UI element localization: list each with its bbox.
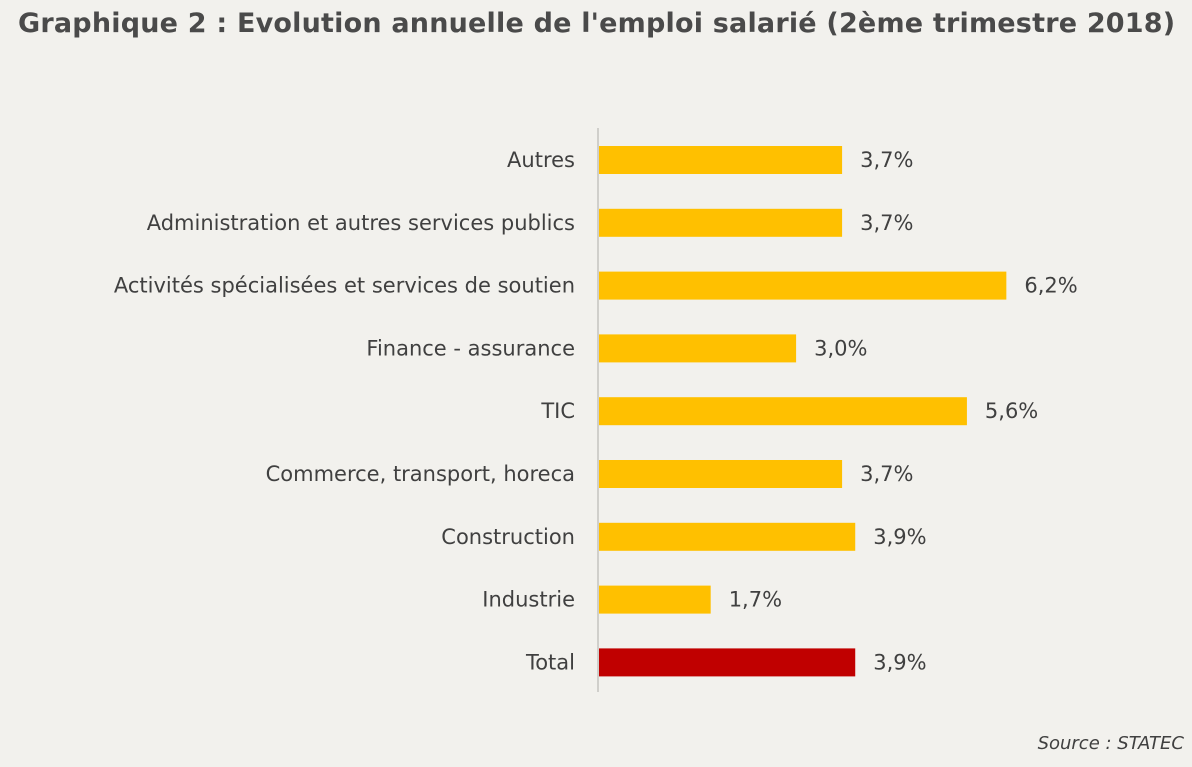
value-label: 3,0% bbox=[814, 336, 867, 360]
source-note: Source : STATEC bbox=[1037, 733, 1184, 754]
value-label: 6,2% bbox=[1024, 274, 1077, 298]
value-label: 3,9% bbox=[873, 650, 926, 674]
category-label: TIC bbox=[540, 399, 575, 423]
category-label: Finance - assurance bbox=[366, 336, 575, 360]
bar-0 bbox=[599, 146, 843, 174]
value-label: 5,6% bbox=[985, 399, 1038, 423]
category-label: Autres bbox=[507, 148, 575, 172]
value-label: 3,7% bbox=[860, 462, 913, 486]
bar-7 bbox=[599, 585, 711, 614]
category-label: Construction bbox=[441, 525, 575, 549]
bar-2 bbox=[599, 271, 1007, 300]
bar-1 bbox=[599, 208, 843, 237]
category-label: Administration et autres services public… bbox=[147, 211, 575, 235]
bar-8 bbox=[599, 648, 856, 677]
category-label: Total bbox=[525, 650, 575, 674]
value-label: 1,7% bbox=[729, 588, 782, 612]
category-label: Activités spécialisées et services de so… bbox=[114, 274, 575, 298]
value-label: 3,9% bbox=[873, 525, 926, 549]
bar-4 bbox=[599, 397, 967, 426]
category-label: Commerce, transport, horeca bbox=[266, 462, 575, 486]
bars-group: Autres 3,7% Administration et autres servi… bbox=[114, 146, 1078, 677]
value-label: 3,7% bbox=[860, 148, 913, 172]
bar-5 bbox=[599, 460, 843, 488]
bar-3 bbox=[599, 334, 797, 363]
bar-6 bbox=[599, 522, 856, 551]
chart-title: Graphique 2 : Evolution annuelle de l'em… bbox=[18, 8, 1176, 39]
value-label: 3,7% bbox=[860, 211, 913, 235]
category-label: Industrie bbox=[482, 588, 575, 612]
